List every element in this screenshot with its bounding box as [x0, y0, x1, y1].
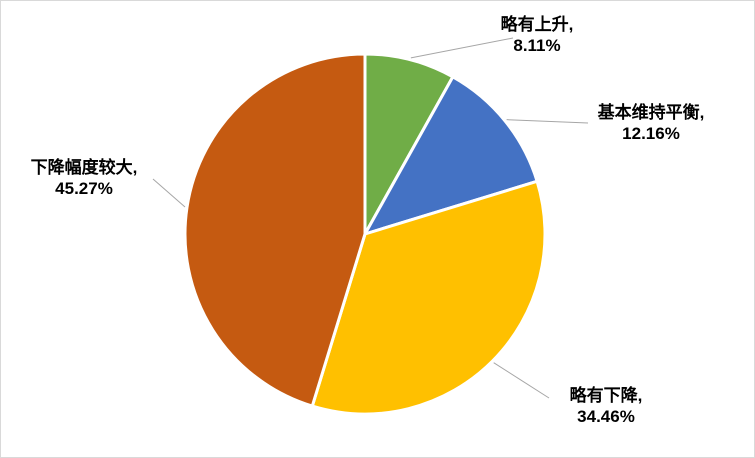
label-name: 基本维持平衡,: [597, 103, 705, 122]
leader-line: [410, 37, 514, 59]
data-label-slight-increase: 略有上升, 8.11%: [487, 14, 587, 56]
label-value: 12.16%: [622, 124, 680, 143]
slice-stable: [361, 74, 539, 237]
slice-slight-increase: [363, 52, 455, 240]
leader-line: [506, 119, 589, 124]
slice-slight-decrease: [310, 179, 547, 416]
label-name: 略有下降,: [569, 386, 643, 405]
data-label-large-decrease: 下降幅度较大, 45.27%: [14, 157, 154, 199]
label-value: 45.27%: [55, 179, 113, 198]
slice-large-decrease: [183, 52, 367, 408]
label-value: 8.11%: [513, 36, 561, 55]
leader-line: [493, 362, 550, 399]
data-label-slight-decrease: 略有下降, 34.46%: [551, 385, 661, 427]
data-label-stable: 基本维持平衡, 12.16%: [581, 102, 721, 144]
label-value: 34.46%: [577, 407, 635, 426]
label-name: 下降幅度较大,: [30, 158, 138, 177]
leader-line: [152, 178, 186, 208]
label-name: 略有上升,: [500, 15, 574, 34]
